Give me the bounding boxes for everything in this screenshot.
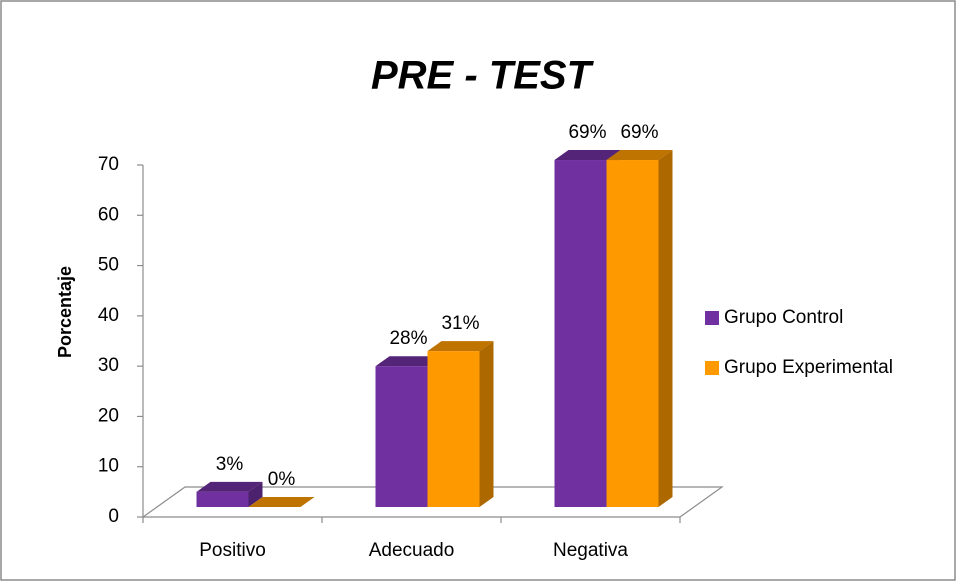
y-tick-label: 0: [108, 506, 119, 527]
legend-label: Grupo Experimental: [724, 357, 893, 378]
y-tick-label: 10: [98, 456, 119, 477]
legend-swatch: [705, 311, 719, 325]
bar: [606, 160, 659, 507]
value-label: 3%: [216, 454, 244, 475]
x-tick-label: Negativa: [553, 540, 628, 561]
value-label: 0%: [268, 469, 296, 490]
value-label: 69%: [568, 122, 606, 143]
value-label: 69%: [620, 122, 658, 143]
bar: [427, 351, 480, 507]
y-tick-label: 40: [98, 305, 119, 326]
y-tick-label: 30: [98, 355, 119, 376]
bar-side: [479, 341, 494, 507]
y-tick-label: 50: [98, 255, 119, 276]
bar-top: [196, 481, 263, 492]
bar-top: [375, 356, 442, 367]
chart-title: PRE - TEST: [371, 54, 595, 98]
bar: [554, 160, 607, 507]
legend-label: Grupo Control: [724, 307, 843, 328]
bar-side: [248, 481, 263, 507]
legend-swatch: [705, 361, 719, 375]
x-tick-label: Positivo: [199, 540, 266, 561]
y-tick-label: 20: [98, 405, 119, 426]
y-tick-label: 60: [98, 204, 119, 225]
y-tick-label: 70: [98, 154, 119, 175]
x-tick-label: Adecuado: [369, 540, 455, 561]
bar-top: [427, 341, 494, 352]
value-label: 31%: [441, 313, 479, 334]
value-label: 28%: [389, 328, 427, 349]
bar-top: [606, 150, 673, 161]
y-axis-label: Porcentaje: [55, 266, 75, 358]
bar-top: [248, 497, 315, 507]
bar: [196, 491, 249, 507]
bar-top: [554, 150, 621, 161]
bar-side: [658, 150, 673, 507]
bar: [375, 366, 428, 507]
